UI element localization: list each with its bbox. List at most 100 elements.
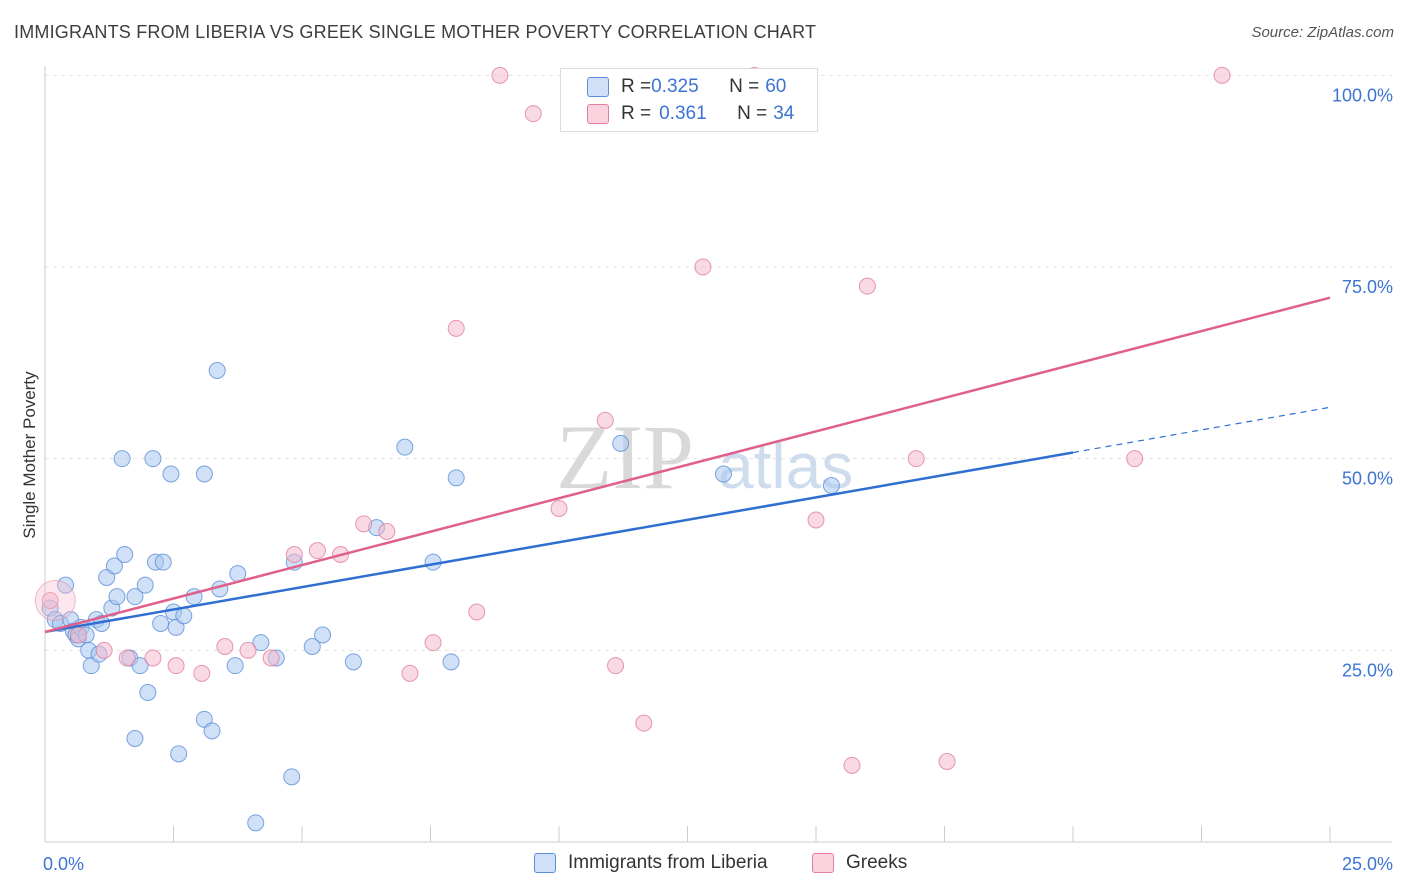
liberia-point: [136, 576, 154, 594]
liberia-point: [252, 634, 270, 652]
liberia-point: [247, 814, 265, 832]
liberia-point: [116, 546, 134, 563]
greeks-point: [550, 500, 568, 517]
liberia-point: [162, 465, 180, 483]
legend-n-label: N =: [729, 76, 760, 97]
liberia-point: [195, 465, 213, 483]
greeks-point: [907, 450, 925, 468]
liberia-trend-line: [44, 451, 1074, 634]
legend-row-liberia: R = 0.325 N = 60: [587, 75, 786, 99]
greeks-point: [308, 542, 326, 560]
greeks-point: [858, 277, 876, 295]
greeks-point: [118, 649, 136, 667]
greeks-point: [1213, 66, 1231, 84]
greeks-point: [193, 664, 211, 682]
x-tick-label: 25.0%: [1342, 854, 1393, 874]
greeks-trend-line: [44, 296, 1331, 634]
bottom-legend-label-liberia: Immigrants from Liberia: [568, 852, 768, 873]
greeks-point: [694, 258, 712, 276]
bottom-legend-swatch-liberia: [534, 853, 556, 873]
greeks-point: [468, 603, 486, 621]
axis-layer: 25.0% 50.0% 75.0% 100.0% 0.0% 25.0%: [43, 66, 1393, 874]
greeks-point: [1126, 450, 1144, 468]
greeks-point: [424, 634, 442, 652]
liberia-trend-extension: [1072, 406, 1331, 454]
liberia-point: [447, 469, 465, 487]
x-tick-label: 0.0%: [43, 854, 84, 874]
greeks-point: [69, 626, 87, 644]
grid-layer: [45, 74, 1392, 651]
liberia-point: [126, 730, 144, 747]
greeks-point: [401, 664, 419, 682]
liberia-point: [126, 588, 144, 606]
y-axis-label: Single Mother Poverty: [20, 371, 39, 539]
liberia-point: [714, 465, 732, 483]
greeks-point: [843, 756, 861, 774]
legend-row-greeks: R = 0.361 N = 34: [587, 102, 794, 126]
legend-n-label: N =: [737, 103, 768, 124]
liberia-point: [139, 684, 157, 701]
legend-n-value: 60: [765, 76, 787, 97]
liberia-point: [208, 362, 226, 379]
liberia-point: [131, 657, 149, 675]
greeks-point: [491, 66, 509, 84]
bottom-legend-swatch-greeks: [812, 853, 834, 873]
greeks-point: [95, 641, 113, 659]
y-tick-label: 25.0%: [1342, 660, 1393, 680]
greeks-point: [41, 592, 59, 609]
liberia-point: [113, 450, 131, 468]
greeks-point: [144, 649, 162, 667]
legend-swatch-greeks: [587, 104, 609, 124]
liberia-point: [822, 477, 840, 494]
greeks-point: [524, 105, 542, 123]
bottom-legend-greeks: Greeks: [812, 852, 907, 874]
greeks-point: [447, 319, 465, 337]
liberia-point: [612, 434, 630, 452]
legend-n-value: 34: [773, 103, 795, 124]
y-tick-label: 100.0%: [1332, 85, 1393, 105]
greeks-point: [262, 649, 280, 667]
liberia-point: [175, 607, 193, 625]
greeks-point: [596, 411, 614, 429]
liberia-point: [442, 653, 460, 671]
greeks-point: [938, 753, 956, 770]
liberia-point: [226, 657, 244, 675]
trend-layer: [44, 296, 1331, 634]
liberia-point: [303, 638, 321, 655]
y-tick-label: 75.0%: [1342, 277, 1393, 297]
source-label: Source: ZipAtlas.com: [1251, 24, 1394, 41]
y-tick-label: 50.0%: [1342, 469, 1393, 489]
liberia-point: [170, 745, 188, 763]
legend-swatch-liberia: [587, 77, 609, 97]
legend-r-label: R =: [621, 103, 652, 124]
liberia-point: [396, 438, 414, 456]
greeks-point: [378, 523, 396, 540]
liberia-point: [152, 615, 170, 632]
chart-title: IMMIGRANTS FROM LIBERIA VS GREEK SINGLE …: [14, 22, 817, 42]
greeks-point-large: [34, 580, 76, 621]
greeks-point: [807, 511, 825, 529]
legend-r-value: 0.361: [659, 103, 707, 124]
liberia-point: [154, 553, 172, 571]
greeks-point: [355, 515, 373, 533]
liberia-point: [105, 557, 123, 575]
greeks-point: [285, 546, 303, 563]
correlation-legend: R = 0.325 N = 60 R = 0.361 N = 34: [560, 68, 818, 132]
legend-r-label: R =: [621, 76, 652, 97]
greeks-point: [239, 641, 257, 659]
liberia-point: [344, 653, 362, 671]
watermark-zip: ZIP: [556, 406, 694, 508]
greeks-point: [607, 657, 625, 675]
liberia-point: [203, 722, 221, 740]
greeks-point: [216, 638, 234, 655]
liberia-point: [144, 450, 162, 468]
bottom-legend-liberia: Immigrants from Liberia: [534, 852, 768, 874]
liberia-point: [283, 768, 301, 786]
legend-r-value: 0.325: [651, 76, 699, 97]
liberia-point: [108, 588, 126, 606]
greeks-point: [635, 714, 653, 732]
greeks-point: [167, 657, 185, 675]
points-layer: [34, 66, 1231, 832]
liberia-point: [314, 626, 332, 644]
